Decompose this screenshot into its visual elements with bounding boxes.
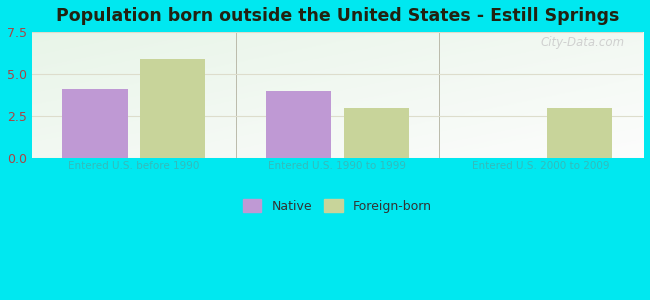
Bar	[344, 108, 409, 158]
Bar	[547, 108, 612, 158]
Text: City-Data.com: City-Data.com	[541, 36, 625, 49]
Bar	[62, 89, 127, 158]
Bar	[140, 59, 205, 158]
Bar	[266, 91, 332, 158]
Title: Population born outside the United States - Estill Springs: Population born outside the United State…	[56, 7, 619, 25]
Legend: Native, Foreign-born: Native, Foreign-born	[242, 199, 432, 213]
